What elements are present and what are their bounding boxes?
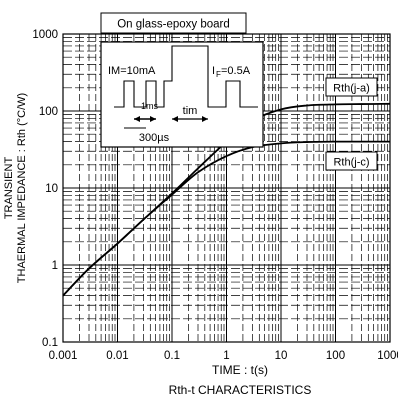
inset-1ms-label: 1ms <box>141 101 159 111</box>
y-tick-label: 1000 <box>32 29 58 41</box>
y-tick-label: 0.1 <box>42 337 58 349</box>
series-line-rth-jc <box>62 140 390 297</box>
inset-im-label: IM=10mA <box>108 65 156 77</box>
svg-text:F: F <box>216 70 221 79</box>
svg-text:I: I <box>212 65 215 77</box>
inset-tim-label: tim <box>183 105 198 117</box>
series-label-rth-ja: Rth(j-a) <box>325 77 378 97</box>
inset-arrowhead <box>172 116 178 122</box>
inset-period-label: 300µs <box>139 132 170 144</box>
series-label-rth-jc-text: Rth(j-c) <box>333 157 369 169</box>
inset-arrowhead <box>202 116 208 122</box>
y-axis-label-line2: THAERMAL IMPEDANCE : Rth (°C/W) <box>16 93 28 283</box>
inset-arrowhead <box>150 116 156 122</box>
plot-frame <box>62 33 391 343</box>
inset-waveform <box>114 45 258 108</box>
y-tick-label: 1 <box>52 260 58 272</box>
x-axis-label: TIME : t(s) <box>212 363 268 377</box>
chart-title: Rth-t CHARACTERISTICS <box>169 383 312 397</box>
svg-text:=0.5A: =0.5A <box>221 65 251 77</box>
x-tick-label: 100 <box>326 350 345 362</box>
x-tick-label: 10 <box>275 350 288 362</box>
y-tick-label: 10 <box>45 183 58 195</box>
tick-labels: 0.001 0.01 0.1 1 10 100 1000 0.1 1 10 100 1000 <box>32 29 398 362</box>
inset-if-label: I F =0.5A <box>212 65 251 79</box>
inset-board-label: On glass-epoxy board <box>117 19 230 31</box>
inset-pulse-diagram: On glass-epoxy board IM=10mA I F =0.5A 1… <box>100 12 264 148</box>
x-tick-label: 1000 <box>377 350 398 362</box>
x-tick-label: 0.001 <box>49 350 78 362</box>
inset-arrowhead <box>134 116 140 122</box>
x-tick-label: 0.1 <box>164 350 180 362</box>
series-label-rth-ja-text: Rth(j-a) <box>333 83 370 95</box>
inset-board-box <box>100 12 247 34</box>
series-label-rth-jc: Rth(j-c) <box>325 151 378 171</box>
x-tick-label: 1 <box>223 350 229 362</box>
y-tick-label: 100 <box>39 106 58 118</box>
y-axis-label-line1: TRANSIENT <box>3 157 15 220</box>
x-tick-label: 0.01 <box>106 350 128 362</box>
